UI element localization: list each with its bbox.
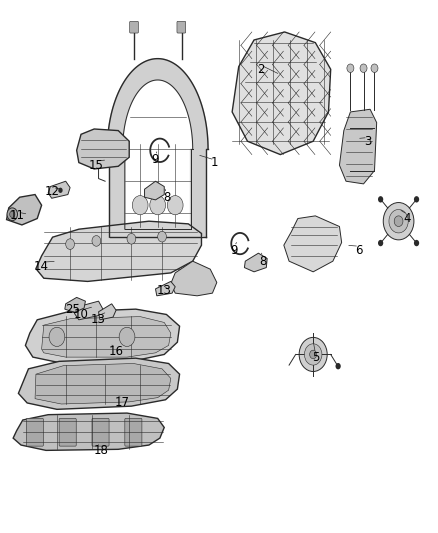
Polygon shape [42,317,171,357]
Text: 10: 10 [74,308,88,321]
Text: 14: 14 [34,260,49,273]
Text: 11: 11 [10,209,25,222]
Text: 8: 8 [163,191,170,204]
Polygon shape [284,216,342,272]
Polygon shape [36,221,201,281]
Polygon shape [13,413,164,450]
Polygon shape [7,195,42,225]
Circle shape [49,327,65,346]
Text: 4: 4 [403,212,411,225]
Circle shape [10,211,15,217]
Polygon shape [77,129,129,169]
FancyBboxPatch shape [130,21,138,33]
Circle shape [371,64,378,72]
Circle shape [336,363,341,369]
Polygon shape [25,309,180,364]
Text: 18: 18 [93,444,108,457]
Text: 3: 3 [364,135,371,148]
Text: 9: 9 [230,244,238,257]
Text: 2: 2 [257,63,265,76]
Circle shape [383,203,414,240]
Polygon shape [74,301,103,320]
Circle shape [378,196,383,203]
Circle shape [310,350,317,359]
Polygon shape [65,297,85,312]
Circle shape [414,240,419,246]
Polygon shape [48,181,70,198]
Text: 6: 6 [355,244,363,257]
Circle shape [347,64,354,72]
Text: 12: 12 [45,185,60,198]
FancyBboxPatch shape [177,21,186,33]
FancyBboxPatch shape [125,418,142,446]
Circle shape [378,240,383,246]
Circle shape [394,216,403,227]
Polygon shape [339,109,377,184]
Polygon shape [107,59,208,237]
Polygon shape [232,32,331,155]
Circle shape [7,208,18,221]
Text: 5: 5 [312,351,319,364]
Polygon shape [18,358,180,409]
Circle shape [299,337,327,372]
Circle shape [92,236,101,246]
Text: 13: 13 [157,284,172,297]
FancyBboxPatch shape [26,418,43,446]
Circle shape [127,233,136,244]
Circle shape [66,239,74,249]
Text: 17: 17 [115,396,130,409]
Text: 25: 25 [65,303,80,316]
Circle shape [58,188,63,193]
Circle shape [167,196,183,215]
Text: 9: 9 [152,154,159,166]
Circle shape [389,209,408,233]
Text: 1: 1 [211,156,219,169]
Polygon shape [99,304,116,320]
Circle shape [414,196,419,203]
Polygon shape [35,364,171,404]
FancyBboxPatch shape [59,418,76,446]
Circle shape [304,344,322,365]
Circle shape [360,64,367,72]
Text: 8: 8 [259,255,266,268]
Circle shape [132,196,148,215]
Polygon shape [171,261,217,296]
FancyBboxPatch shape [92,418,109,446]
Polygon shape [145,181,164,200]
Text: 13: 13 [91,313,106,326]
Text: 15: 15 [89,159,104,172]
Circle shape [150,196,166,215]
Text: 16: 16 [109,345,124,358]
Polygon shape [244,253,267,272]
Circle shape [158,231,166,242]
Polygon shape [155,281,175,296]
Circle shape [119,327,135,346]
